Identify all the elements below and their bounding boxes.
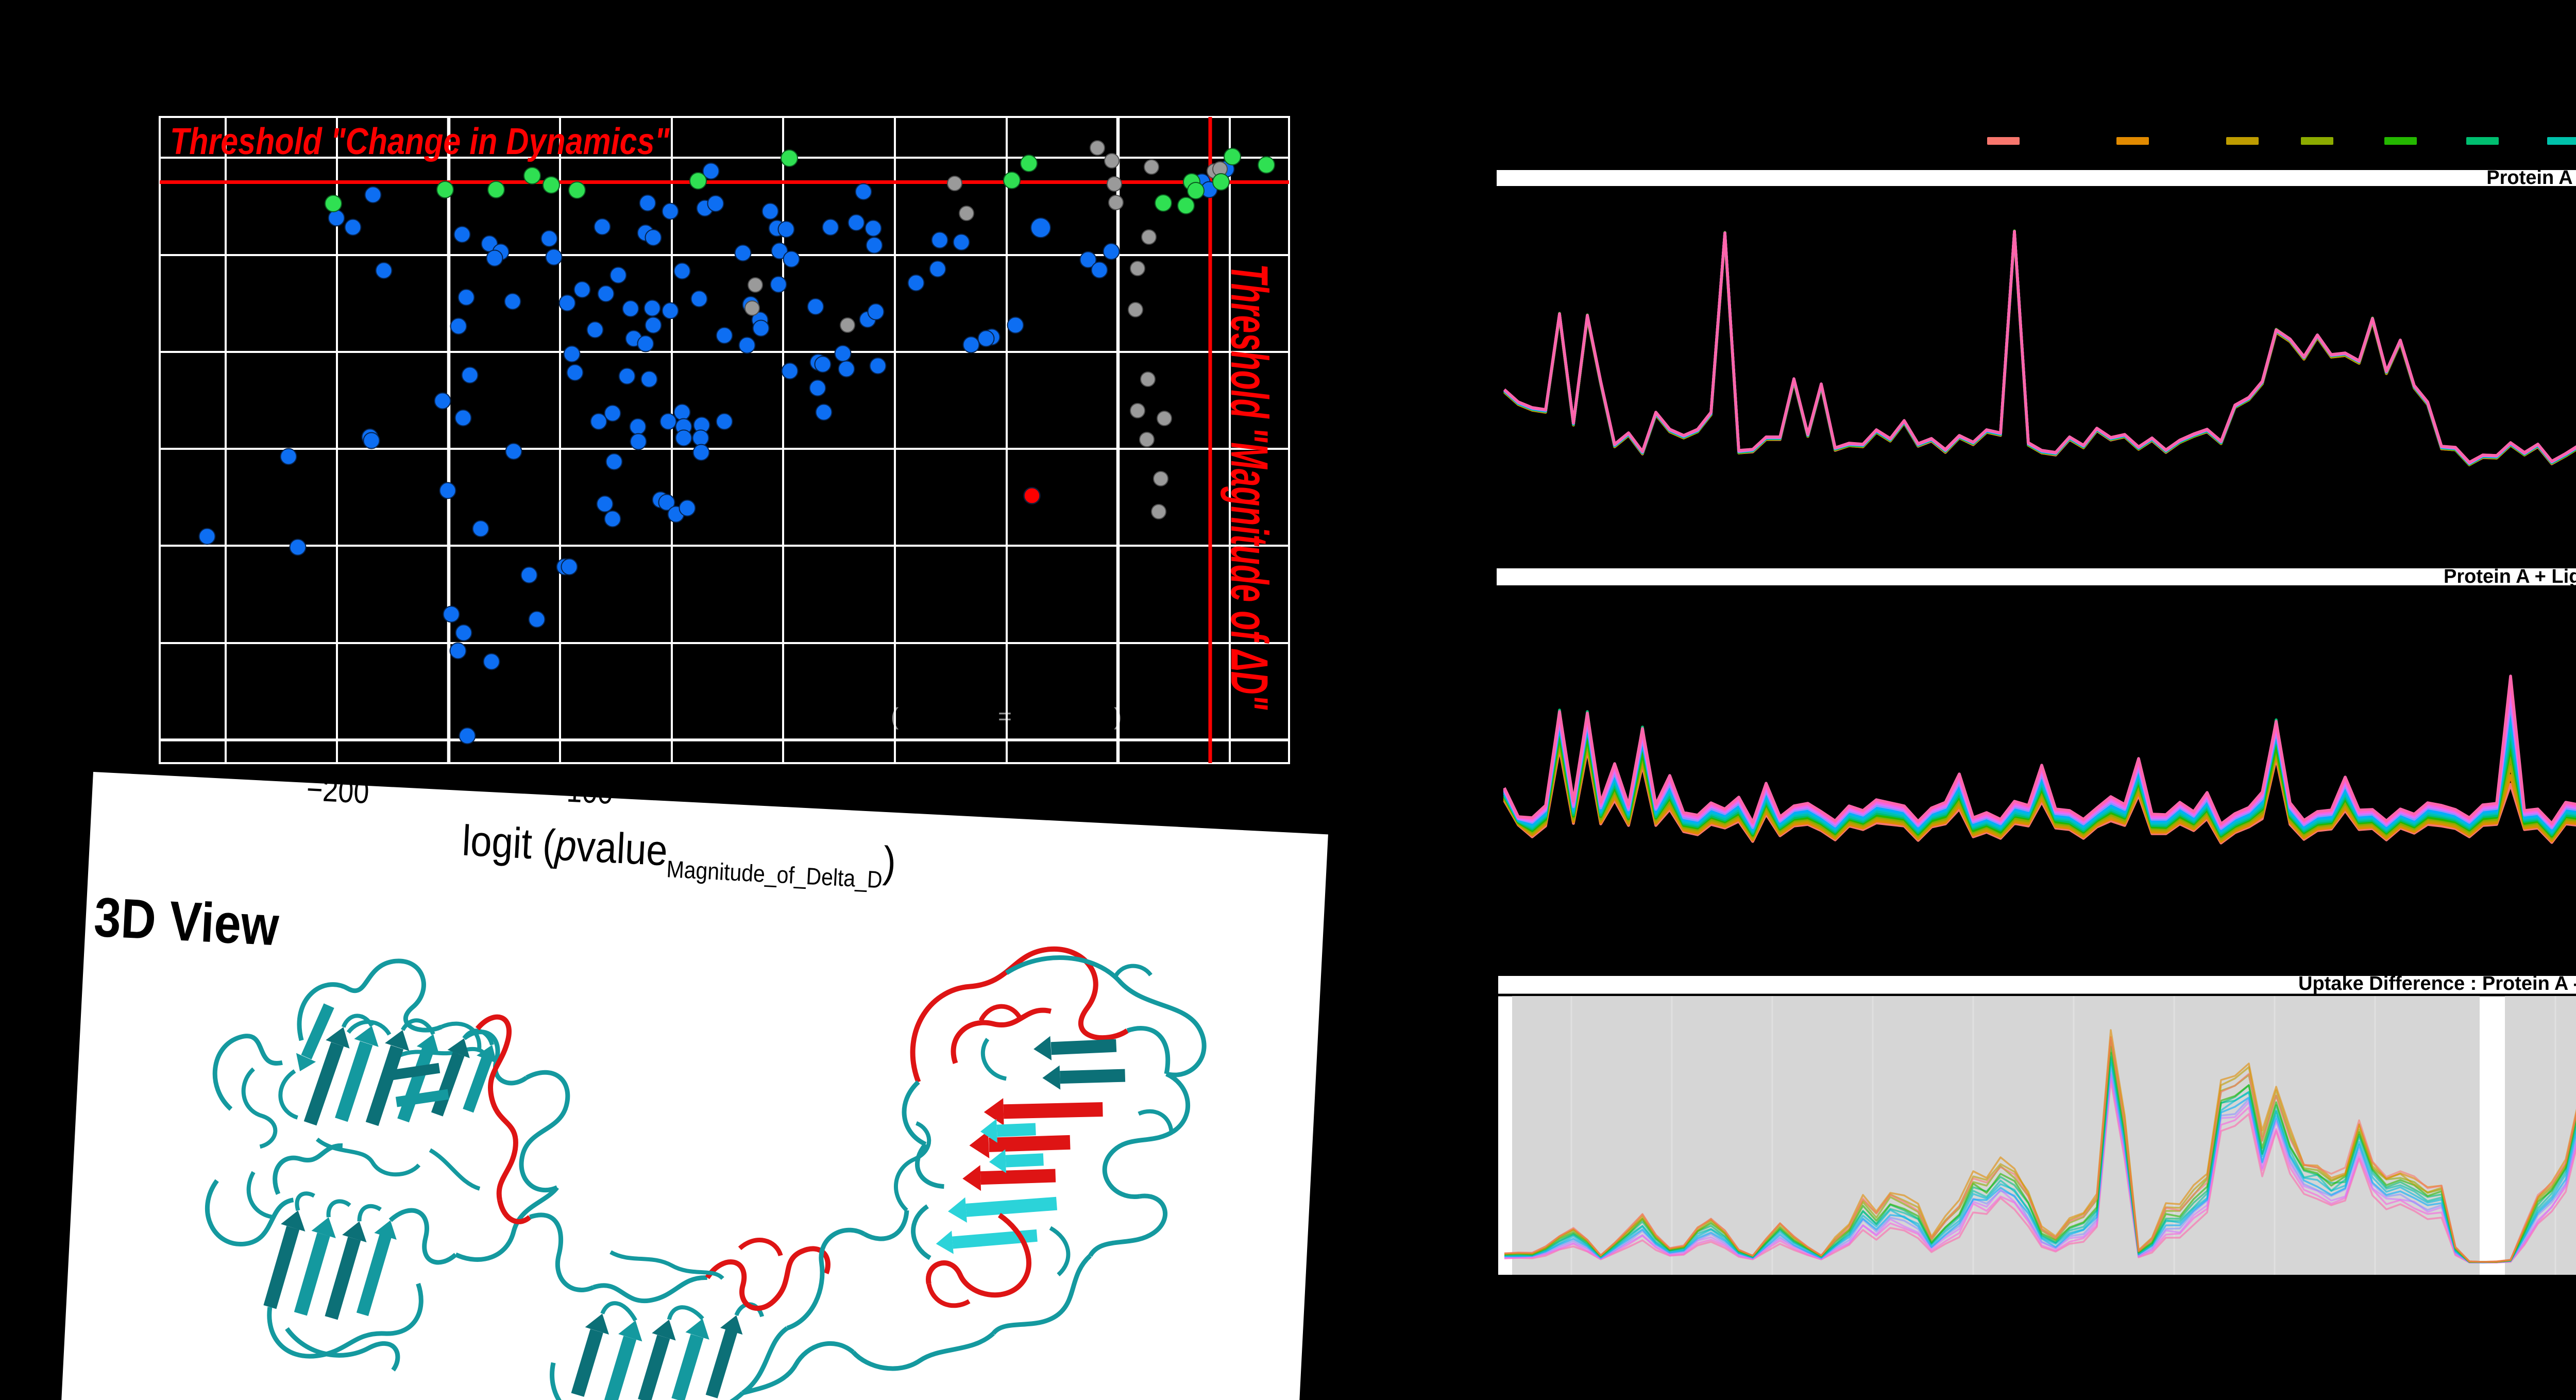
- svg-text:Uptake Difference : Protein A: Uptake Difference : Protein A - (Protein…: [2298, 973, 2576, 994]
- svg-text:Threshold "Magnitude of ΔD": Threshold "Magnitude of ΔD": [1220, 264, 1279, 710]
- svg-text:3D View: 3D View: [93, 886, 281, 957]
- svg-text:): ): [1114, 703, 1122, 730]
- svg-text:Protein A + Ligand: Protein A + Ligand: [2444, 566, 2576, 587]
- svg-text:=: =: [998, 703, 1012, 730]
- svg-text:Threshold "Change in Dynamics": Threshold "Change in Dynamics": [170, 121, 670, 162]
- svg-text:(: (: [891, 703, 899, 730]
- svg-text:Protein A: Protein A: [2486, 167, 2573, 189]
- svg-text:−200: −200: [306, 771, 370, 811]
- svg-text:−100: −100: [550, 772, 614, 811]
